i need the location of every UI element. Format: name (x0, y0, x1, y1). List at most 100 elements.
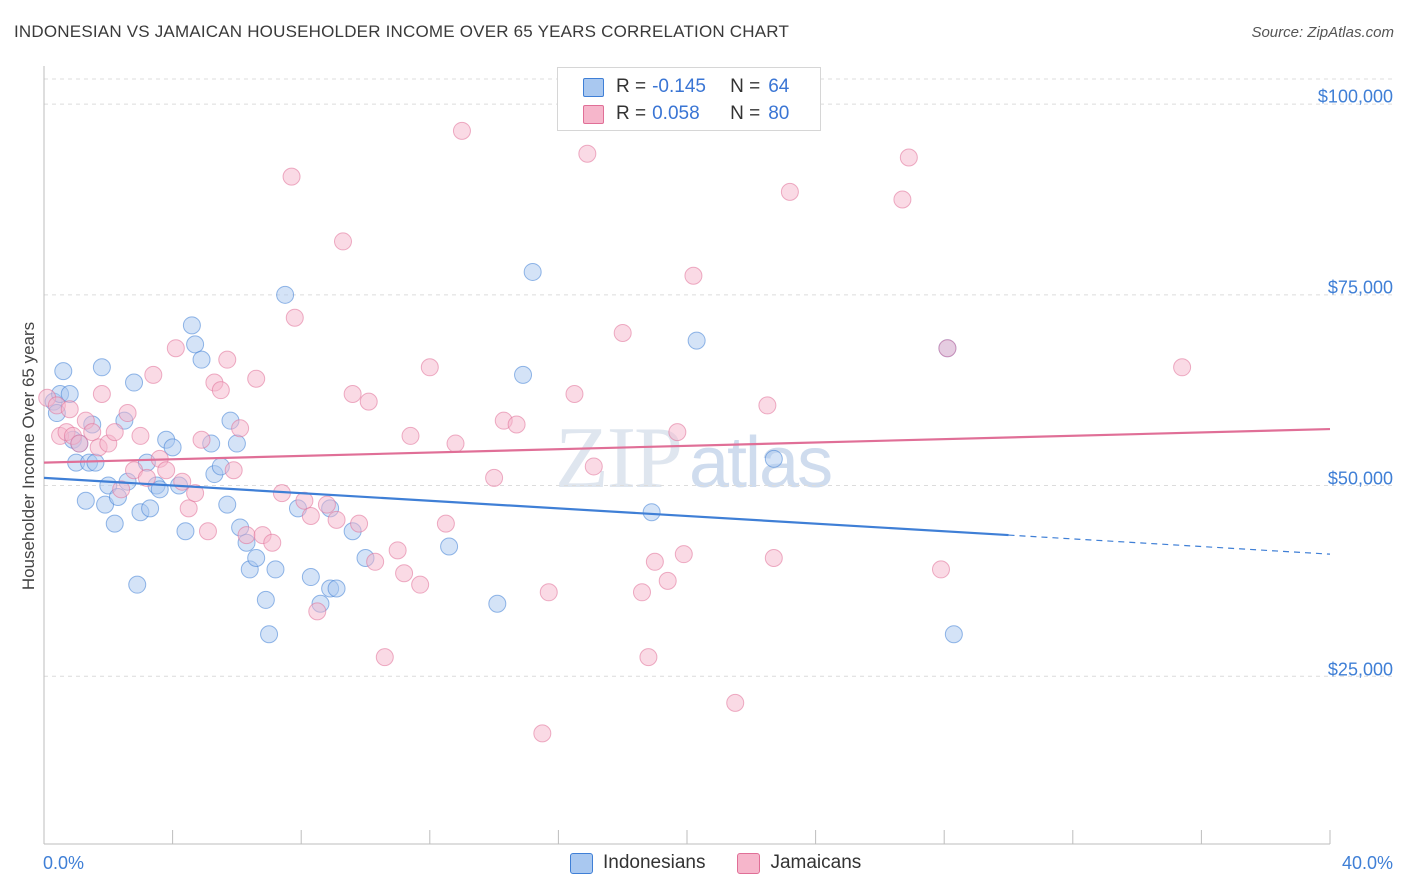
jamaican-point (282, 167, 301, 186)
jamaican-point (218, 350, 237, 369)
jamaican-point (70, 434, 89, 453)
legend-label: Jamaicans (770, 852, 862, 873)
legend: Indonesians Jamaicans (570, 852, 893, 874)
legend-item-indonesians[interactable]: Indonesians (570, 852, 705, 874)
stats-row-indonesians: R = -0.145 N = 64 (558, 74, 789, 100)
indonesian-point (642, 503, 661, 522)
indonesian-point (186, 335, 205, 354)
jamaican-point (263, 533, 282, 552)
indonesian-point (76, 491, 95, 510)
jamaican-point (613, 323, 632, 342)
jamaican-point (1173, 358, 1192, 377)
jamaican-point (237, 526, 256, 545)
jamaican-point (285, 308, 304, 327)
indonesian-point (227, 434, 246, 453)
jamaican-point (343, 384, 362, 403)
correlation-stats-box: R = -0.145 N = 64 R = 0.058 N = 80 (557, 67, 821, 131)
indonesian-point (192, 350, 211, 369)
indonesian-point (247, 548, 266, 567)
indonesian-point (92, 358, 111, 377)
jamaican-point (211, 381, 230, 400)
jamaican-point (198, 522, 217, 541)
jamaican-point (192, 430, 211, 449)
jamaican-point (411, 575, 430, 594)
legend-swatch (570, 852, 593, 874)
jamaican-point (137, 468, 156, 487)
indonesian-point (218, 495, 237, 514)
indonesian-point (182, 316, 201, 335)
indonesian-point (488, 594, 507, 613)
legend-swatch (737, 852, 761, 874)
r-label: R = (616, 103, 647, 124)
watermark: ZIP atlas (555, 408, 833, 509)
watermark-zip: ZIP (555, 410, 683, 507)
indonesian-point (141, 499, 160, 518)
x-tick-label: 0.0% (43, 853, 85, 873)
n-label: N = (730, 76, 761, 97)
jamaican-point (131, 426, 150, 445)
jamaican-point (436, 514, 455, 533)
indonesian-point (163, 438, 182, 457)
indonesian-trend-extension (1008, 534, 1331, 555)
indonesian-point (523, 262, 542, 281)
legend-item-jamaicans[interactable]: Jamaicans (737, 852, 861, 874)
jamaican-point (395, 564, 414, 583)
indonesian-point (176, 522, 195, 541)
y-tick-label: $75,000 (1327, 277, 1393, 298)
jamaican-point (166, 339, 185, 358)
jamaican-point (366, 552, 385, 571)
y-tick-label: $25,000 (1327, 659, 1393, 680)
source-credit: Source: ZipAtlas.com (1251, 24, 1394, 41)
indonesian-point (687, 331, 706, 350)
jamaican-point (224, 461, 243, 480)
jamaican-point (92, 384, 111, 403)
indonesian-point (514, 365, 533, 384)
jamaican-point (231, 419, 250, 438)
jamaican-point (533, 724, 552, 743)
r-value: 0.058 (652, 103, 700, 124)
jamaican-point (938, 339, 957, 358)
jamaican-point (144, 365, 163, 384)
jamaican-point (247, 369, 266, 388)
jamaican-point (327, 510, 346, 529)
jamaican-point (118, 404, 137, 423)
jamaican-point (420, 358, 439, 377)
indonesian-point (944, 625, 963, 644)
jamaican-point (333, 232, 352, 251)
jamaican-point (507, 415, 526, 434)
jamaican-point (350, 514, 369, 533)
y-tick-label: $50,000 (1327, 468, 1393, 489)
stats-row-jamaicans: R = 0.058 N = 80 (558, 101, 789, 127)
jamaican-point (539, 583, 558, 602)
jamaican-point (668, 423, 687, 442)
jamaican-point (584, 457, 603, 476)
r-value: -0.145 (652, 76, 706, 97)
legend-label: Indonesians (603, 852, 706, 873)
jamaican-trend-line (43, 427, 1331, 464)
jamaican-point (684, 266, 703, 285)
n-label: N = (730, 103, 761, 124)
jamaican-point (401, 426, 420, 445)
jamaican-point (931, 560, 950, 579)
jamaican-point (899, 148, 918, 167)
jamaican-point (632, 583, 651, 602)
jamaican-point (60, 400, 79, 419)
jamaican-point (578, 144, 597, 163)
jamaican-point (179, 499, 198, 518)
r-label: R = (616, 76, 647, 97)
jamaican-point (658, 571, 677, 590)
indonesian-point (301, 568, 320, 587)
indonesian-point (105, 514, 124, 533)
jamaican-point (565, 384, 584, 403)
jamaican-point (674, 545, 693, 564)
jamaican-point (295, 491, 314, 510)
indonesian-point (440, 537, 459, 556)
x-tick-label: 40.0% (1341, 853, 1393, 873)
jamaican-point (485, 468, 504, 487)
indonesian-point (54, 362, 73, 381)
jamaican-point (83, 423, 102, 442)
indonesian-trend-line (43, 476, 1009, 537)
indonesians-swatch (583, 77, 604, 97)
jamaican-point (893, 190, 912, 209)
